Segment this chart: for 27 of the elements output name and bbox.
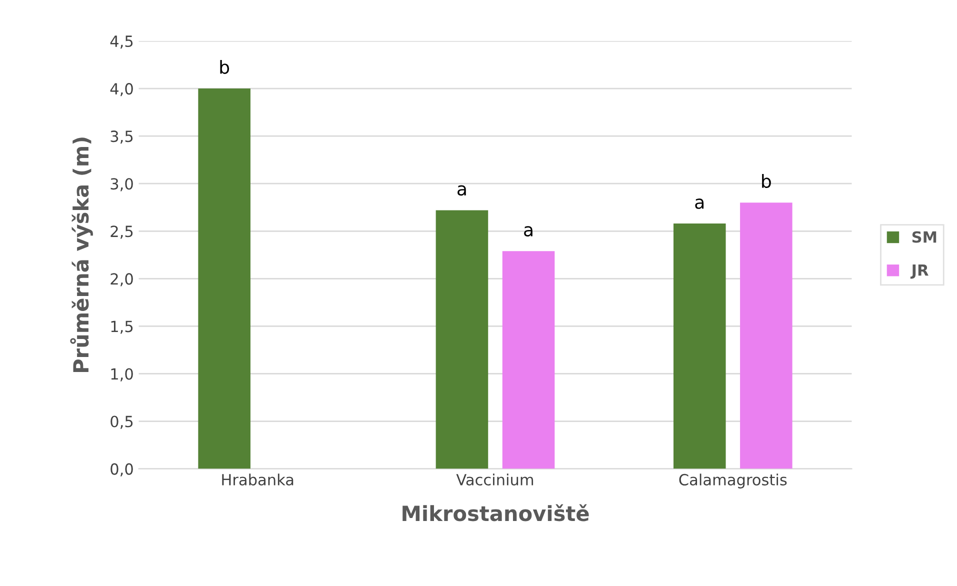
- y-tick-label: 1,0: [111, 368, 133, 382]
- x-tick-label: Calamagrostis: [679, 474, 787, 488]
- y-tick-label: 0,0: [110, 463, 133, 476]
- y-tick-label: 1,5: [111, 320, 133, 334]
- y-tick-label: 3,0: [110, 178, 133, 192]
- bar: [198, 88, 250, 469]
- y-tick-label: 3,5: [110, 130, 133, 144]
- y-tick-label: 0,5: [110, 416, 133, 429]
- y-tick-label: 4,5: [110, 36, 133, 49]
- annotation: a: [458, 185, 466, 196]
- bar: [436, 210, 488, 469]
- legend-label: JR: [910, 264, 928, 279]
- annotation: b: [762, 174, 771, 188]
- y-tick-label: 2,5: [110, 226, 133, 239]
- annotation: b: [220, 60, 230, 74]
- legend-label: SM: [912, 231, 936, 243]
- bar: [673, 224, 726, 469]
- x-tick-label: Hrabanka: [222, 474, 294, 486]
- x-axis-title: Mikrostanoviště: [402, 504, 589, 522]
- y-tick-label: 2,0: [110, 273, 133, 286]
- y-axis-title: Průměrná výška (m): [70, 138, 93, 372]
- bar: [740, 202, 792, 469]
- annotation: a: [695, 198, 704, 209]
- y-tick-label: 4,0: [110, 83, 133, 96]
- x-tick-label: Vaccinium: [456, 474, 534, 486]
- bar: [502, 251, 555, 469]
- annotation: a: [524, 226, 532, 236]
